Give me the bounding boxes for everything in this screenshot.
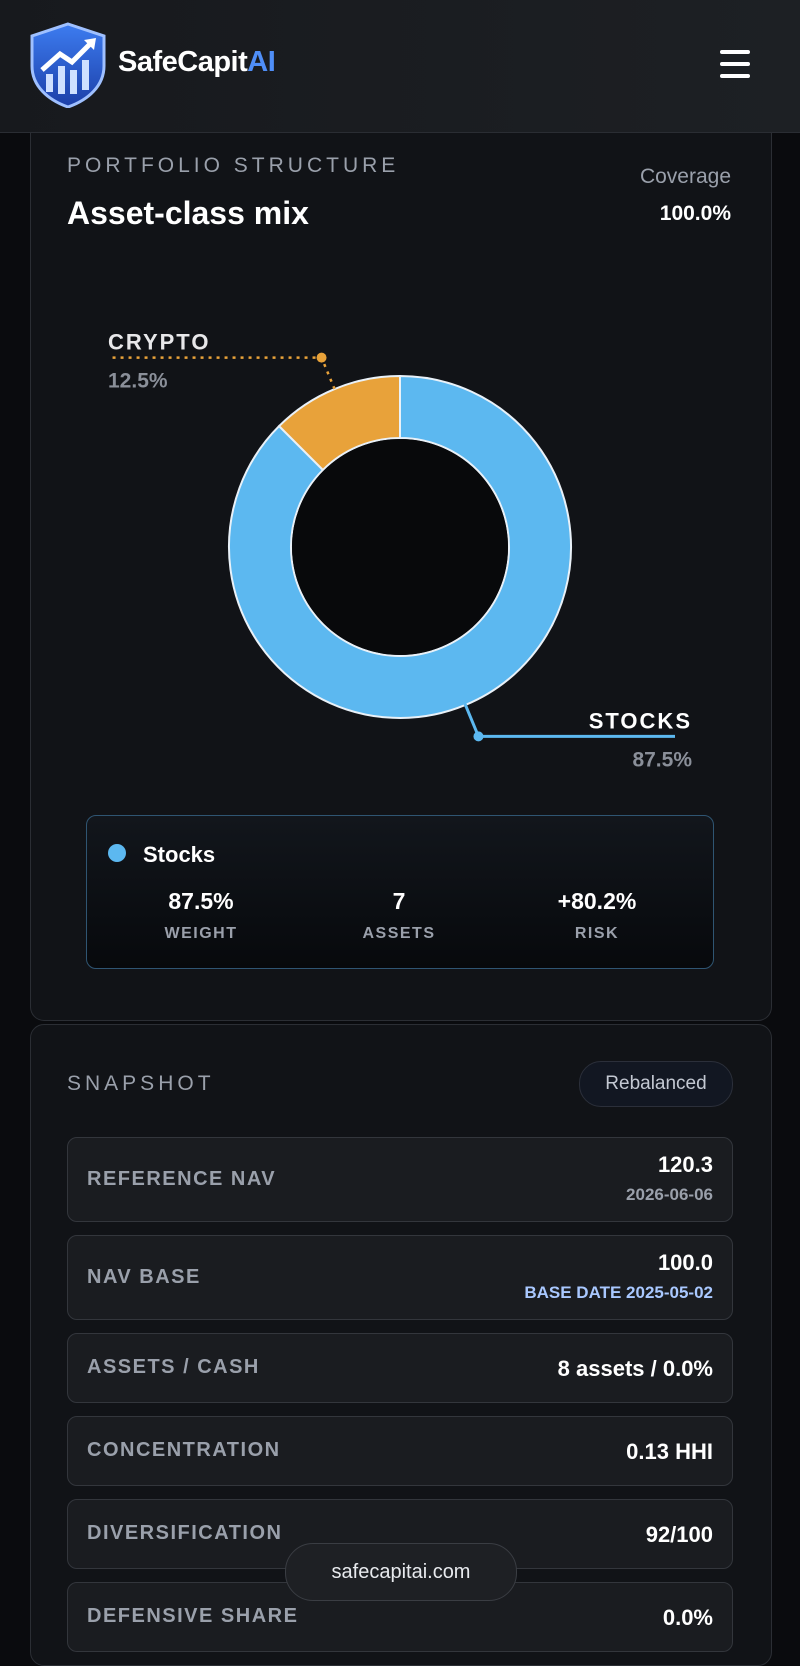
slice-label: CRYPTO bbox=[108, 330, 210, 355]
slice-label: STOCKS bbox=[589, 708, 692, 733]
detail-card: Stocks 87.5% WEIGHT 7 ASSETS +80.2% RISK bbox=[86, 815, 714, 969]
row-value: 92/100 bbox=[645, 1522, 713, 1547]
brand-accent: AI bbox=[247, 46, 276, 78]
row-label: ASSETS / CASH bbox=[87, 1356, 260, 1378]
slice-value: 87.5% bbox=[632, 748, 692, 771]
card-title: Asset-class mix bbox=[67, 195, 309, 231]
row-value: 100.0 bbox=[657, 1250, 713, 1275]
slice-value: 12.5% bbox=[108, 370, 168, 393]
row-label: DIVERSIFICATION bbox=[87, 1522, 283, 1544]
header: SafeCapitAI bbox=[0, 0, 800, 133]
stat-label: RISK bbox=[574, 925, 620, 942]
snapshot-row: ASSETS / CASH 8 assets / 0.0% bbox=[67, 1333, 733, 1403]
donut-slice bbox=[228, 374, 572, 719]
row-value: 0.13 HHI bbox=[626, 1439, 713, 1464]
stat-value: +80.2% bbox=[557, 888, 637, 914]
snapshot-title: SNAPSHOT bbox=[67, 1072, 215, 1095]
row-sub: BASE DATE 2025-05-02 bbox=[524, 1283, 713, 1302]
logo bbox=[30, 22, 106, 108]
stat-label: ASSETS bbox=[362, 925, 436, 942]
stat-value: 87.5% bbox=[168, 888, 234, 914]
stat-value: 7 bbox=[392, 888, 406, 914]
menu-button[interactable] bbox=[720, 50, 750, 78]
stat: +80.2% RISK bbox=[497, 888, 697, 943]
row-sub: 2026-06-06 bbox=[626, 1185, 713, 1204]
row-label: DEFENSIVE SHARE bbox=[87, 1605, 299, 1627]
donut-slice bbox=[277, 374, 401, 472]
stat-label: WEIGHT bbox=[164, 925, 238, 942]
row-value: 8 assets / 0.0% bbox=[557, 1356, 713, 1381]
row-label: NAV BASE bbox=[87, 1265, 201, 1288]
stat: 7 ASSETS bbox=[299, 888, 499, 943]
brand: SafeCapitAI bbox=[118, 46, 276, 79]
leader-dot bbox=[473, 731, 484, 742]
row-value: 0.0% bbox=[662, 1605, 713, 1630]
row-label: CONCENTRATION bbox=[87, 1439, 281, 1461]
donut-hole bbox=[292, 439, 508, 655]
status-badge: Rebalanced bbox=[579, 1061, 733, 1107]
footer-domain: safecapitai.com bbox=[285, 1543, 517, 1601]
snapshot-row: REFERENCE NAV 120.3 2026-06-06 bbox=[67, 1137, 733, 1222]
brand-name: SafeCapit bbox=[118, 46, 248, 78]
detail-name: Stocks bbox=[143, 842, 216, 867]
stat: 87.5% WEIGHT bbox=[101, 888, 301, 943]
legend-dot bbox=[108, 844, 126, 862]
row-label: REFERENCE NAV bbox=[87, 1167, 277, 1190]
snapshot-row: CONCENTRATION 0.13 HHI bbox=[67, 1416, 733, 1486]
coverage-value: 100.0% bbox=[659, 202, 731, 225]
leader-dot bbox=[316, 352, 327, 363]
donut-chart: STOCKS 87.5% CRYPTO 12.5% bbox=[108, 330, 692, 771]
row-value: 120.3 bbox=[657, 1152, 713, 1177]
snapshot-row: NAV BASE 100.0 BASE DATE 2025-05-02 bbox=[67, 1235, 733, 1320]
eyebrow: PORTFOLIO STRUCTURE bbox=[67, 154, 400, 177]
coverage-label: Coverage bbox=[639, 165, 731, 188]
